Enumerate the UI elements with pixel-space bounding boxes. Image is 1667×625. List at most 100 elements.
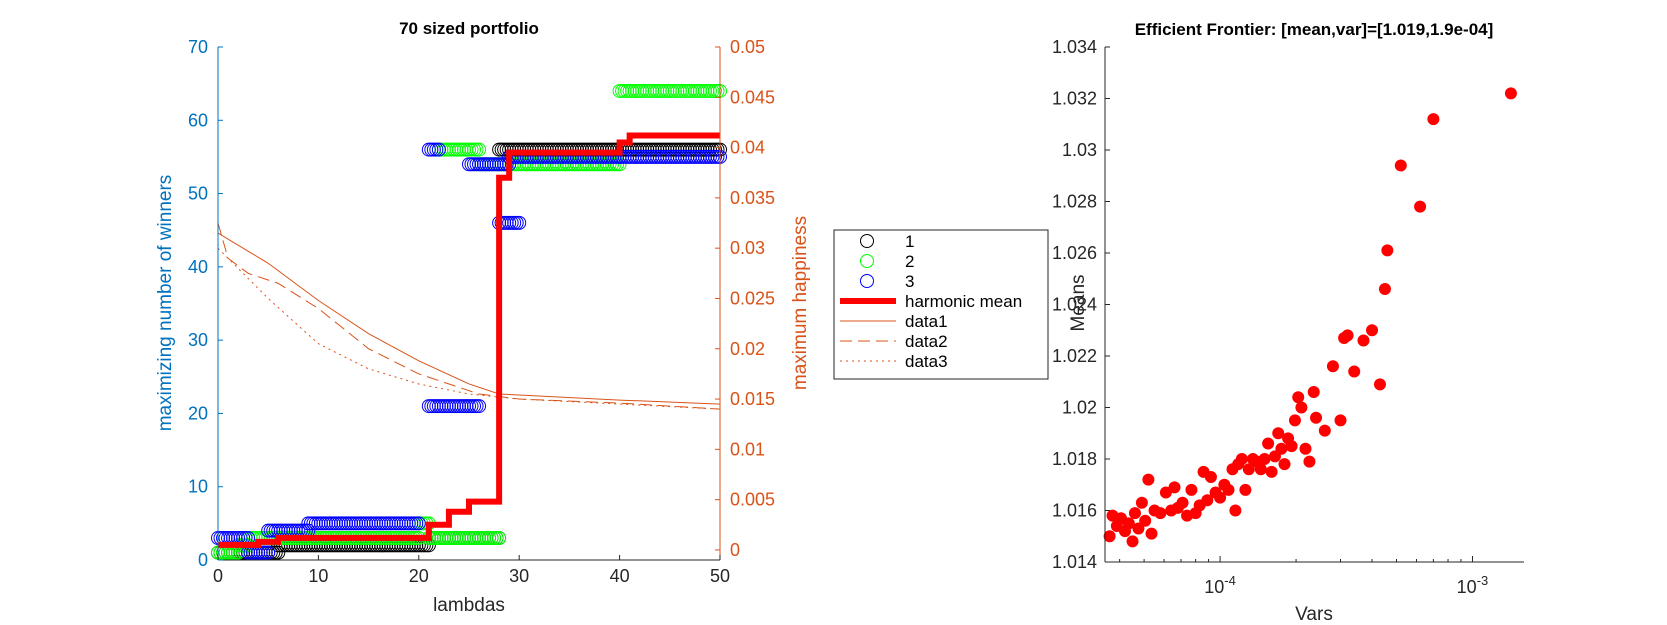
scatter-point — [1427, 113, 1440, 126]
scatter-point — [1222, 483, 1235, 496]
scatter-point — [1201, 494, 1214, 507]
series-data1-line — [217, 232, 721, 405]
legend-label: data2 — [905, 332, 948, 351]
x-tick-label: 30 — [509, 566, 529, 586]
scatter-point — [1303, 455, 1316, 468]
scatter-point — [1268, 450, 1281, 463]
left-y-tick-label: 30 — [188, 330, 208, 350]
right-y-tick-label: 0.025 — [730, 288, 775, 308]
scatter-point — [1357, 334, 1370, 347]
left-axis-ticks: 0 10 20 30 40 5001020304050607000.0050.010.01… — [188, 37, 775, 586]
harmonic-mean-line — [218, 132, 720, 548]
scatter-point — [1185, 483, 1198, 496]
series-3-marker — [431, 142, 446, 157]
right-chart-y-tick-label: 1.014 — [1052, 552, 1097, 572]
scatter-point — [1103, 530, 1116, 543]
left-chart: 0 10 20 30 40 5001020304050607000.0050.010.01… — [155, 19, 811, 616]
left-plot-area — [218, 47, 720, 560]
scatter-point — [1285, 440, 1298, 453]
right-chart-y-tick-label: 1.03 — [1062, 140, 1097, 160]
legend-label: data1 — [905, 312, 948, 331]
scatter-point — [1204, 471, 1217, 484]
right-y-axis-label: maximum happiness — [790, 216, 811, 390]
series-3-marker — [512, 215, 527, 230]
right-y-tick-label: 0.015 — [730, 389, 775, 409]
scatter-point — [1142, 473, 1155, 486]
scatter-point — [1154, 507, 1167, 520]
scatter-point — [1414, 200, 1427, 213]
right-y-axis-label-means: Means — [1068, 274, 1089, 331]
scatter-point — [1504, 87, 1517, 100]
scatter-point — [1229, 504, 1242, 517]
legend-label: 1 — [905, 232, 914, 251]
scatter-point — [1159, 486, 1172, 499]
scatter-point — [1132, 522, 1145, 535]
left-y-tick-label: 0 — [198, 550, 208, 570]
left-y-axis-label: maximizing number of winners — [155, 175, 176, 432]
scatter-point — [1318, 424, 1331, 437]
series-data3-line — [217, 247, 721, 410]
series-3-marker — [472, 399, 487, 414]
legend-label: 3 — [905, 272, 914, 291]
scatter-point — [1334, 414, 1347, 427]
right-chart-y-tick-label: 1.034 — [1052, 37, 1097, 57]
scatter-point — [1145, 527, 1158, 540]
scatter-point — [1262, 437, 1275, 450]
scatter-point — [1122, 517, 1135, 530]
scatter-point — [1366, 324, 1379, 337]
left-y-tick-label: 10 — [188, 477, 208, 497]
scatter-point — [1168, 481, 1181, 494]
legend-label: harmonic mean — [905, 292, 1022, 311]
right-chart-y-tick-label: 1.022 — [1052, 346, 1097, 366]
left-y-tick-label: 70 — [188, 37, 208, 57]
scatter-point — [1341, 329, 1354, 342]
left-y-tick-label: 60 — [188, 110, 208, 130]
scatter-point — [1272, 427, 1285, 440]
scatter-point — [1373, 378, 1386, 391]
legend-marker-3 — [860, 274, 874, 288]
legend-marker-2 — [860, 254, 874, 268]
right-chart-y-tick-label: 1.016 — [1052, 501, 1097, 521]
scatter-point — [1135, 496, 1148, 509]
x-tick-label: 40 — [610, 566, 630, 586]
scatter-point — [1242, 463, 1255, 476]
right-y-tick-label: 0.005 — [730, 490, 775, 510]
right-chart-title: Efficient Frontier: [mean,var]=[1.019,1.… — [1135, 20, 1494, 39]
scatter-point — [1176, 496, 1189, 509]
right-y-tick-label: 0.035 — [730, 188, 775, 208]
right-chart-y-tick-label: 1.018 — [1052, 449, 1097, 469]
series-3-marker — [261, 545, 276, 560]
scatter-point — [1254, 463, 1267, 476]
right-y-tick-label: 0.02 — [730, 339, 765, 359]
scatter-point — [1235, 453, 1248, 465]
left-y-tick-label: 50 — [188, 184, 208, 204]
series-2-marker — [612, 157, 627, 172]
scatter-point — [1295, 401, 1308, 414]
right-chart-y-tick-label: 1.026 — [1052, 243, 1097, 263]
right-y-tick-label: 0.03 — [730, 238, 765, 258]
legend-marker-1 — [860, 234, 874, 248]
series-2-marker — [472, 142, 487, 157]
scatter-point — [1348, 365, 1361, 378]
left-plot-data — [211, 83, 727, 560]
scatter-point — [1128, 507, 1141, 520]
left-y-tick-label: 20 — [188, 403, 208, 423]
x-tick-label: 20 — [409, 566, 429, 586]
scatter-point — [1381, 244, 1394, 257]
scatter-point — [1265, 465, 1278, 478]
right-chart-y-tick-label: 1.028 — [1052, 192, 1097, 212]
right-chart-x-tick-label: 10-3 — [1457, 573, 1489, 597]
legend-label: 2 — [905, 252, 914, 271]
scatter-point — [1275, 442, 1288, 455]
left-y-tick-label: 40 — [188, 257, 208, 277]
right-y-tick-label: 0.04 — [730, 138, 765, 158]
right-y-tick-label: 0 — [730, 540, 740, 560]
scatter-point — [1394, 159, 1407, 172]
scatter-point — [1126, 535, 1139, 548]
left-x-axis-label: lambdas — [433, 595, 505, 616]
right-y-tick-label: 0.05 — [730, 37, 765, 57]
series-3-marker — [411, 516, 426, 531]
right-x-axis-label: Vars — [1295, 604, 1333, 625]
